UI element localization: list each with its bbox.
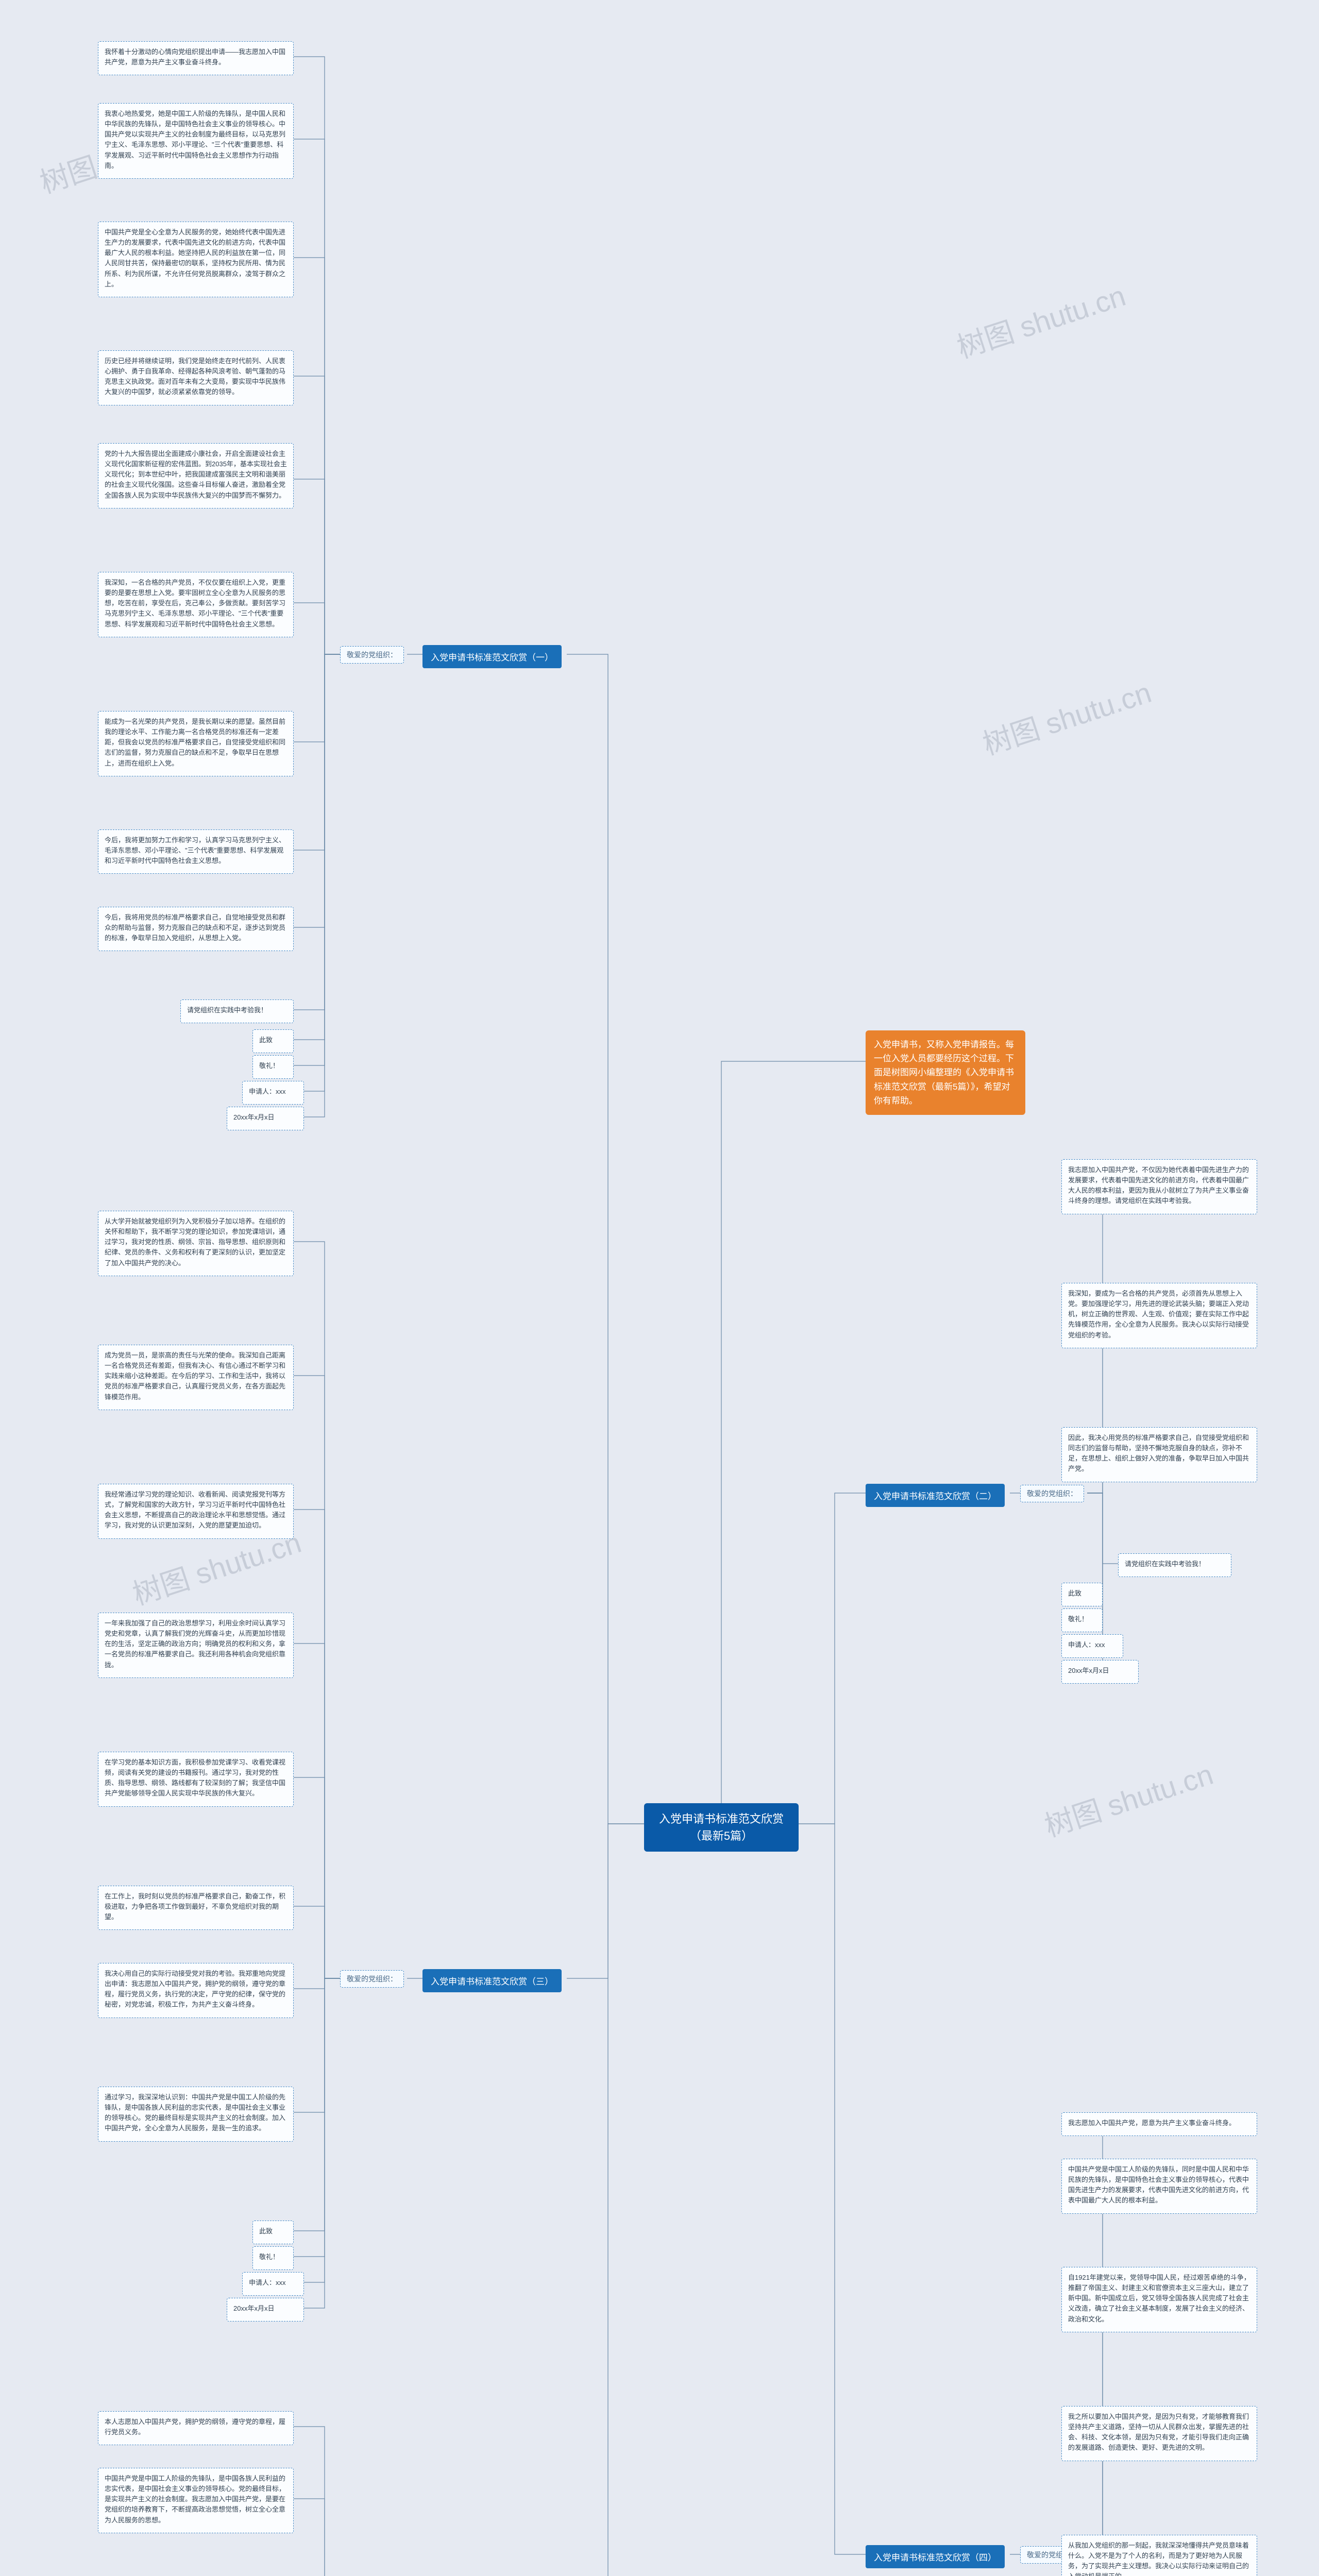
content-line: 20xx年x月x日 [233,1112,297,1123]
content-line: 通过学习，我深深地认识到：中国共产党是中国工人阶级的先锋队，是中国各族人民利益的… [105,2092,287,2134]
content-box: 中国共产党是中国工人阶级的先锋队，是中国各族人民利益的忠实代表，是中国社会主义事… [98,2468,294,2533]
content-line: 敬礼！ [1068,1614,1096,1624]
content-line: 我深知，要成为一名合格的共产党员，必须首先从思想上入党。要加强理论学习，用先进的… [1068,1289,1250,1341]
content-line: 我志愿加入中国共产党，愿意为共产主义事业奋斗终身。 [1068,2118,1250,2128]
content-line: 在学习党的基本知识方面，我积极参加党课学习、收看党课视频，阅读有关党的建设的书籍… [105,1757,287,1799]
content-line: 此致 [1068,1588,1096,1599]
watermark: 树图 shutu.cn [1039,1752,1218,1845]
content-line: 我衷心地热爱党，她是中国工人阶级的先锋队，是中国人民和中华民族的先锋队，是中国特… [105,109,287,171]
content-line: 申请人：xxx [249,2278,297,2288]
branch-b1: 入党申请书标准范文欣赏（一） [422,645,562,668]
content-box: 今后，我将用党员的标准严格要求自己，自觉地接受党员和群众的帮助与监督，努力克服自… [98,907,294,951]
content-box: 我衷心地热爱党，她是中国工人阶级的先锋队，是中国人民和中华民族的先锋队，是中国特… [98,103,294,179]
content-line: 请党组织在实践中考验我！ [1125,1559,1225,1569]
content-box: 20xx年x月x日 [227,1107,304,1130]
content-box: 我经常通过学习党的理论知识、收看新闻、阅读党报党刊等方式，了解党和国家的大政方针… [98,1484,294,1539]
content-box: 此致 [252,2221,294,2244]
content-line: 请党组织在实践中考验我！ [187,1005,287,1015]
content-line: 敬礼！ [259,1061,287,1071]
content-box: 敬礼！ [1061,1608,1103,1632]
content-box: 申请人：xxx [1061,1634,1123,1658]
content-box: 20xx年x月x日 [1061,1660,1139,1684]
content-line: 我深知，一名合格的共产党员，不仅仅要在组织上入党，更重要的是要在思想上入党。要牢… [105,578,287,630]
content-line: 中国共产党是中国工人阶级的先锋队，同时是中国人民和中华民族的先锋队，是中国特色社… [1068,2164,1250,2206]
sublabel-b1: 敬爱的党组织： [340,646,404,664]
content-box: 从我加入党组织的那一刻起，我就深深地懂得共产党员意味着什么。入党不是为了个人的名… [1061,2535,1257,2576]
content-box: 此致 [252,1029,294,1053]
content-line: 20xx年x月x日 [233,2303,297,2314]
content-box: 自1921年建党以来，党领导中国人民，经过艰苦卓绝的斗争，推翻了帝国主义、封建主… [1061,2267,1257,2332]
content-line: 申请人：xxx [1068,1640,1117,1650]
root-node: 入党申请书标准范文欣赏（最新5篇） [644,1803,799,1852]
content-line: 此致 [259,1035,287,1045]
watermark: 树图 shutu.cn [977,670,1156,764]
content-box: 申请人：xxx [242,1081,304,1105]
content-line: 今后，我将更加努力工作和学习，认真学习马克思列宁主义、毛泽东思想、邓小平理论、"… [105,835,287,866]
content-box: 中国共产党是中国工人阶级的先锋队，同时是中国人民和中华民族的先锋队，是中国特色社… [1061,2159,1257,2214]
content-box: 请党组织在实践中考验我！ [180,999,294,1023]
content-line: 我经常通过学习党的理论知识、收看新闻、阅读党报党刊等方式，了解党和国家的大政方针… [105,1489,287,1531]
intro-text: 入党申请书，又称入党申请报告。每一位入党人员都要经历这个过程。下面是树图网小编整… [874,1040,1014,1106]
content-line: 申请人：xxx [249,1087,297,1097]
content-line: 此致 [259,2226,287,2236]
content-box: 从大学开始就被党组织列为入党积极分子加以培养。在组织的关怀和帮助下，我不断学习党… [98,1211,294,1276]
content-box: 申请人：xxx [242,2272,304,2296]
content-line: 能成为一名光荣的共产党员，是我长期以来的愿望。虽然目前我的理论水平、工作能力离一… [105,717,287,769]
content-line: 从我加入党组织的那一刻起，我就深深地懂得共产党员意味着什么。入党不是为了个人的名… [1068,2540,1250,2576]
content-line: 敬礼！ [259,2252,287,2262]
content-box: 一年来我加强了自己的政治思想学习，利用业余时间认真学习党史和党章，认真了解我们党… [98,1613,294,1678]
content-line: 我决心用自己的实际行动接受党对我的考验。我郑重地向党提出申请：我志愿加入中国共产… [105,1969,287,2010]
content-line: 因此，我决心用党员的标准严格要求自己，自觉接受党组织和同志们的监督与帮助，坚持不… [1068,1433,1250,1475]
content-box: 中国共产党是全心全意为人民服务的党，她始终代表中国先进生产力的发展要求，代表中国… [98,222,294,297]
content-line: 我之所以要加入中国共产党，是因为只有党，才能够教育我们坚持共产主义道路，坚持一切… [1068,2412,1250,2453]
content-line: 今后，我将用党员的标准严格要求自己，自觉地接受党员和群众的帮助与监督，努力克服自… [105,912,287,943]
content-line: 中国共产党是中国工人阶级的先锋队，是中国各族人民利益的忠实代表，是中国社会主义事… [105,2473,287,2526]
branch-b4: 入党申请书标准范文欣赏（四） [866,2545,1005,2568]
content-box: 党的十九大报告提出全面建成小康社会，开启全面建设社会主义现代化国家新征程的宏伟蓝… [98,443,294,509]
content-line: 在工作上，我时刻以党员的标准严格要求自己，勤奋工作，积极进取，力争把各项工作做到… [105,1891,287,1922]
content-box: 我志愿加入中国共产党，愿意为共产主义事业奋斗终身。 [1061,2112,1257,2136]
content-line: 中国共产党是全心全意为人民服务的党，她始终代表中国先进生产力的发展要求，代表中国… [105,227,287,290]
content-line: 党的十九大报告提出全面建成小康社会，开启全面建设社会主义现代化国家新征程的宏伟蓝… [105,449,287,501]
content-box: 成为党员一员，是崇高的责任与光荣的使命。我深知自己距离一名合格党员还有差距，但我… [98,1345,294,1410]
content-box: 通过学习，我深深地认识到：中国共产党是中国工人阶级的先锋队，是中国各族人民利益的… [98,2087,294,2142]
content-box: 我深知，要成为一名合格的共产党员，必须首先从思想上入党。要加强理论学习，用先进的… [1061,1283,1257,1348]
sublabel-b2: 敬爱的党组织： [1020,1485,1084,1502]
branch-b2: 入党申请书标准范文欣赏（二） [866,1484,1005,1507]
content-line: 我怀着十分激动的心情向党组织提出申请——我志愿加入中国共产党，愿意为共产主义事业… [105,47,287,67]
content-box: 在工作上，我时刻以党员的标准严格要求自己，勤奋工作，积极进取，力争把各项工作做到… [98,1886,294,1930]
content-line: 从大学开始就被党组织列为入党积极分子加以培养。在组织的关怀和帮助下，我不断学习党… [105,1216,287,1268]
content-box: 我志愿加入中国共产党，不仅因为她代表着中国先进生产力的发展要求，代表着中国先进文… [1061,1159,1257,1214]
content-box: 今后，我将更加努力工作和学习，认真学习马克思列宁主义、毛泽东思想、邓小平理论、"… [98,829,294,874]
content-line: 我志愿加入中国共产党，不仅因为她代表着中国先进生产力的发展要求，代表着中国先进文… [1068,1165,1250,1207]
content-box: 敬礼！ [252,1055,294,1079]
content-box: 本人志愿加入中国共产党，拥护党的纲领，遵守党的章程，履行党员义务。 [98,2411,294,2445]
intro-box: 入党申请书，又称入党申请报告。每一位入党人员都要经历这个过程。下面是树图网小编整… [866,1030,1025,1115]
content-box: 敬礼！ [252,2246,294,2270]
sublabel-b3: 敬爱的党组织： [340,1970,404,1988]
root-title: 入党申请书标准范文欣赏（最新5篇） [659,1812,784,1842]
content-line: 一年来我加强了自己的政治思想学习，利用业余时间认真学习党史和党章，认真了解我们党… [105,1618,287,1670]
content-box: 我决心用自己的实际行动接受党对我的考验。我郑重地向党提出申请：我志愿加入中国共产… [98,1963,294,2018]
content-box: 因此，我决心用党员的标准严格要求自己，自觉接受党组织和同志们的监督与帮助，坚持不… [1061,1427,1257,1482]
content-box: 20xx年x月x日 [227,2298,304,2321]
content-line: 自1921年建党以来，党领导中国人民，经过艰苦卓绝的斗争，推翻了帝国主义、封建主… [1068,2273,1250,2325]
content-box: 能成为一名光荣的共产党员，是我长期以来的愿望。虽然目前我的理论水平、工作能力离一… [98,711,294,776]
content-box: 我之所以要加入中国共产党，是因为只有党，才能够教育我们坚持共产主义道路，坚持一切… [1061,2406,1257,2461]
content-line: 历史已经并将继续证明，我们党是始终走在时代前列、人民衷心拥护、勇于自我革命、经得… [105,356,287,398]
content-line: 本人志愿加入中国共产党，拥护党的纲领，遵守党的章程，履行党员义务。 [105,2417,287,2437]
content-box: 历史已经并将继续证明，我们党是始终走在时代前列、人民衷心拥护、勇于自我革命、经得… [98,350,294,405]
content-line: 20xx年x月x日 [1068,1666,1132,1676]
watermark: 树图 shutu.cn [951,273,1130,367]
branch-b3: 入党申请书标准范文欣赏（三） [422,1969,562,1992]
content-box: 在学习党的基本知识方面，我积极参加党课学习、收看党课视频，阅读有关党的建设的书籍… [98,1752,294,1807]
content-box: 请党组织在实践中考验我！ [1118,1553,1231,1577]
content-line: 成为党员一员，是崇高的责任与光荣的使命。我深知自己距离一名合格党员还有差距，但我… [105,1350,287,1402]
content-box: 我深知，一名合格的共产党员，不仅仅要在组织上入党，更重要的是要在思想上入党。要牢… [98,572,294,637]
content-box: 此致 [1061,1583,1103,1606]
content-box: 我怀着十分激动的心情向党组织提出申请——我志愿加入中国共产党，愿意为共产主义事业… [98,41,294,75]
